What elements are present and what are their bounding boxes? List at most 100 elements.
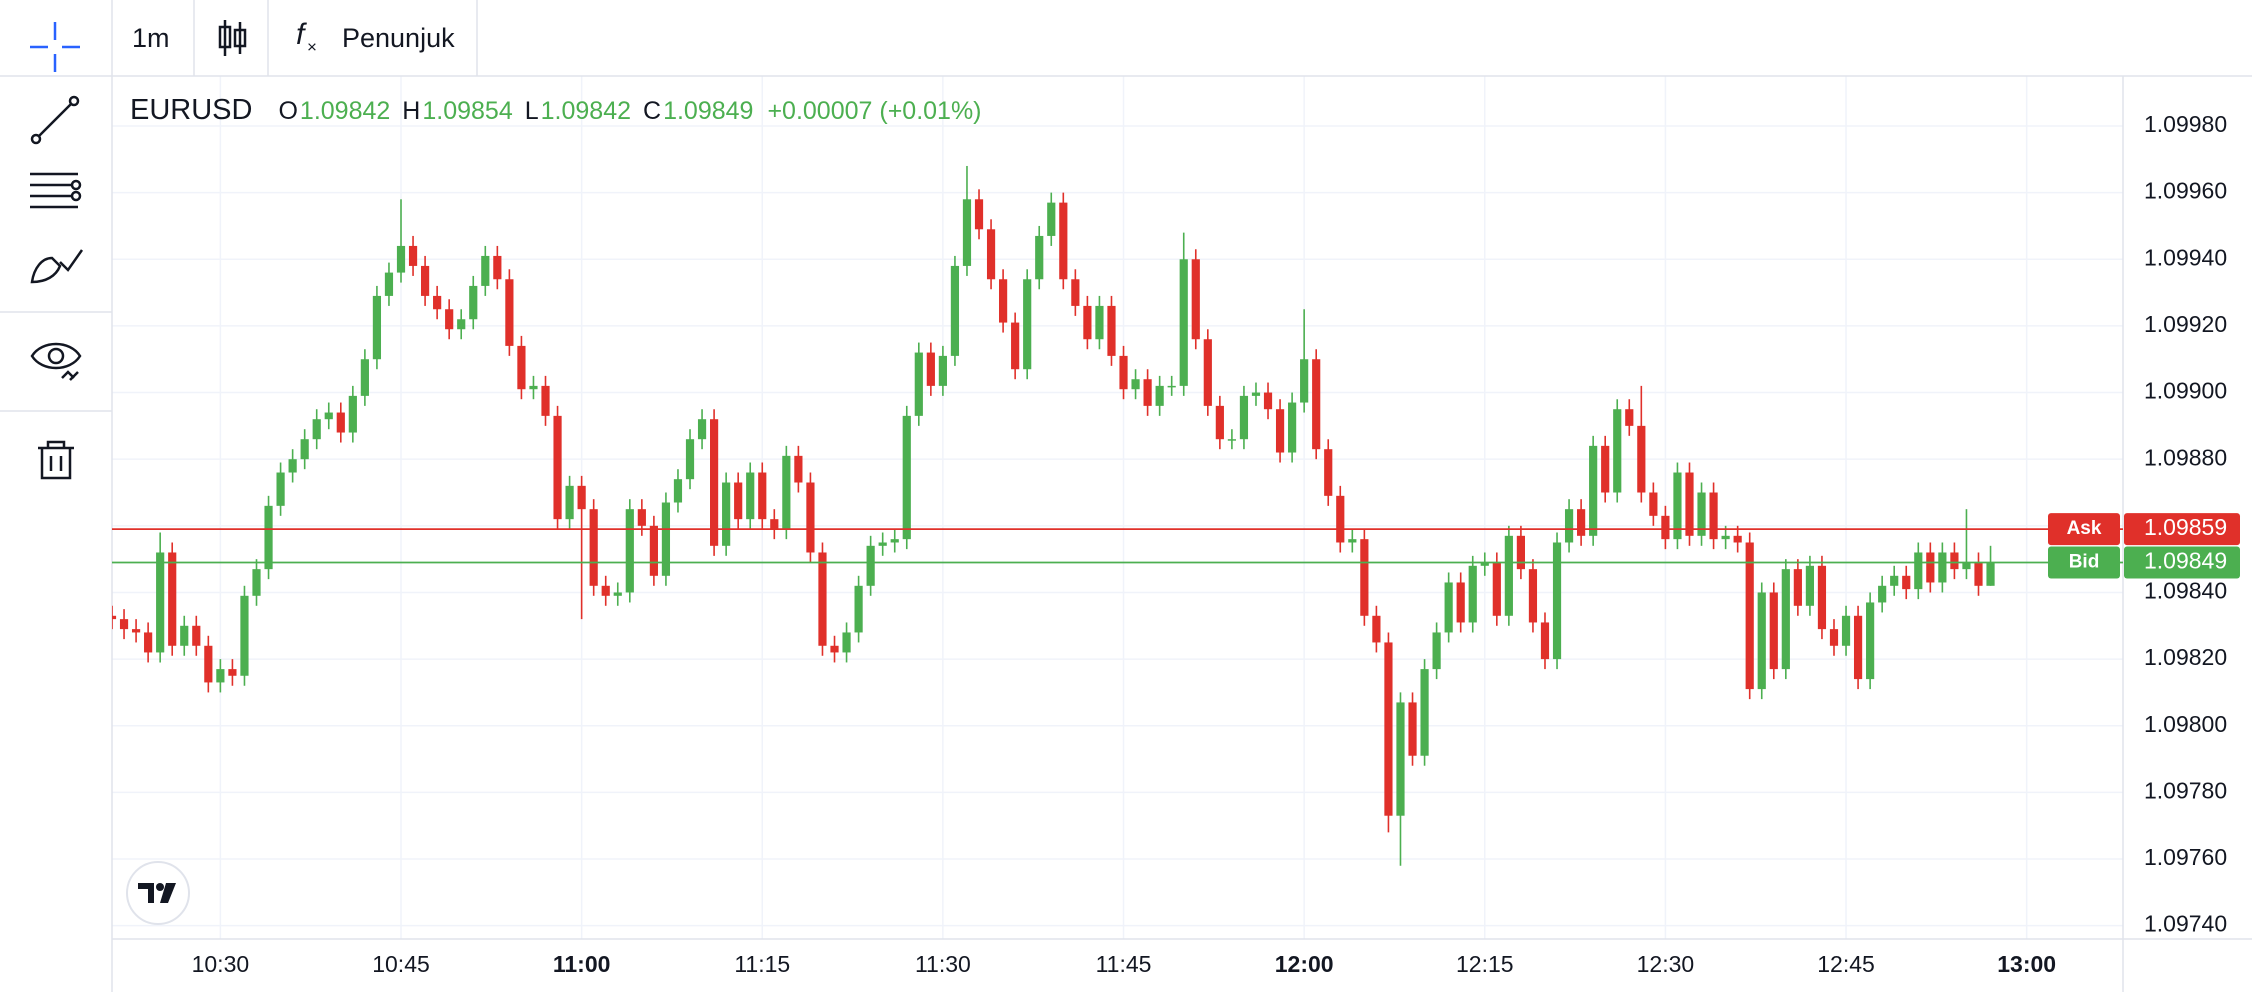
- candle-body: [1179, 259, 1188, 386]
- candle-body: [758, 472, 767, 520]
- candle-body: [673, 479, 683, 503]
- price-line-tag: [2048, 513, 2120, 546]
- trend-line-tool[interactable]: [30, 95, 80, 145]
- candle-body: [1781, 569, 1790, 670]
- candle-body: [1011, 322, 1020, 370]
- candle-body: [1853, 615, 1863, 680]
- y-tick-label: 1.09840: [2144, 578, 2227, 604]
- candle-body: [854, 585, 863, 633]
- candle-body: [131, 629, 141, 633]
- legend-value: 1.09854: [422, 97, 513, 125]
- candle-body: [637, 509, 646, 526]
- interval-button[interactable]: 1m: [132, 22, 170, 53]
- price-line-name: Ask: [2067, 518, 2102, 539]
- logo[interactable]: [126, 861, 190, 925]
- candle-body: [1673, 472, 1682, 540]
- candle-body: [1709, 492, 1718, 540]
- candle-body: [348, 395, 357, 433]
- candle-body: [866, 545, 875, 586]
- price-line-tag: [2048, 546, 2120, 579]
- candle-body: [1275, 409, 1285, 453]
- candle-body: [1577, 509, 1586, 536]
- x-tick-label: 10:45: [372, 951, 430, 977]
- candle-body: [1504, 535, 1513, 616]
- candle-body: [457, 319, 466, 330]
- chart-type-button[interactable]: [218, 20, 247, 56]
- indicator-icon[interactable]: ×: [307, 37, 317, 56]
- candle-body: [1456, 582, 1465, 623]
- x-tick-label: 11:15: [734, 951, 790, 977]
- candle-body: [1601, 445, 1610, 493]
- y-tick-label: 1.09900: [2144, 378, 2227, 404]
- candle-body: [649, 525, 658, 576]
- indicators-button[interactable]: Penunjuk: [342, 22, 455, 53]
- y-tick-label: 1.09960: [2144, 178, 2227, 204]
- candle-body: [168, 552, 177, 646]
- candle-body: [276, 472, 285, 506]
- candle-body: [1528, 569, 1538, 623]
- candle-body: [1540, 622, 1550, 660]
- candle-body: [529, 385, 538, 390]
- candle-body: [1215, 405, 1224, 440]
- candle-body: [505, 279, 514, 346]
- y-tick-label: 1.09780: [2144, 777, 2227, 803]
- candle-body: [938, 355, 947, 386]
- candle-body: [1564, 509, 1574, 543]
- candle-body: [986, 229, 996, 280]
- fib-tool[interactable]: [30, 172, 82, 209]
- candle-body: [1757, 592, 1766, 690]
- candle-body: [1155, 385, 1164, 406]
- y-tick-label: 1.09980: [2144, 111, 2227, 137]
- symbol: EURUSD: [130, 94, 253, 126]
- candle-body: [830, 645, 839, 653]
- candle-body: [1649, 492, 1658, 516]
- candle-body: [878, 542, 887, 546]
- candle-body: [1733, 535, 1742, 543]
- legend-value: 1.09842: [540, 97, 632, 125]
- candle-body: [1685, 472, 1694, 536]
- delete-tool[interactable]: [38, 440, 74, 480]
- candle-body: [1661, 515, 1670, 540]
- candle-body: [697, 419, 707, 440]
- x-tick-label: 12:00: [1275, 951, 1334, 977]
- candle-body: [336, 412, 345, 433]
- candle-body: [1866, 602, 1875, 680]
- candle-body: [950, 265, 960, 356]
- candle-body: [288, 459, 297, 473]
- price-axis-value: 1.09859: [2144, 514, 2227, 540]
- candle-body: [589, 509, 598, 586]
- brush-tool[interactable]: [30, 249, 84, 284]
- candle-body: [974, 199, 984, 230]
- candle-body: [734, 482, 743, 520]
- candle-body: [1950, 552, 1959, 570]
- candle-body: [216, 669, 225, 683]
- candle-body: [1878, 585, 1887, 603]
- x-tick-label: 11:45: [1096, 951, 1152, 977]
- y-tick-label: 1.09800: [2144, 711, 2227, 737]
- crosshair-tool[interactable]: [30, 22, 80, 72]
- x-tick-label: 12:15: [1456, 951, 1514, 977]
- candle-body: [926, 352, 935, 386]
- candle-body: [794, 455, 803, 483]
- candle-body: [1492, 562, 1501, 616]
- candle-body: [1805, 565, 1815, 606]
- candle-body: [1203, 339, 1212, 406]
- candle-body: [1288, 402, 1297, 453]
- legend-value: 1.09849: [663, 97, 754, 125]
- candle-body: [1829, 629, 1839, 646]
- candle-body: [1131, 379, 1140, 390]
- candle-body: [1516, 535, 1525, 570]
- indicator-icon[interactable]: f: [296, 18, 307, 51]
- candle-body: [1071, 279, 1080, 306]
- candle-body: [493, 255, 502, 280]
- candle-body: [1300, 359, 1309, 403]
- visibility-tool[interactable]: [30, 342, 82, 381]
- grid: [112, 76, 2123, 939]
- candle-body: [1095, 305, 1104, 340]
- y-tick-label: 1.09760: [2144, 844, 2227, 870]
- candle-body: [1986, 562, 1995, 586]
- candle-body: [842, 632, 851, 653]
- candle-body: [661, 502, 671, 576]
- candle-body: [192, 625, 201, 646]
- y-tick-label: 1.09880: [2144, 444, 2227, 470]
